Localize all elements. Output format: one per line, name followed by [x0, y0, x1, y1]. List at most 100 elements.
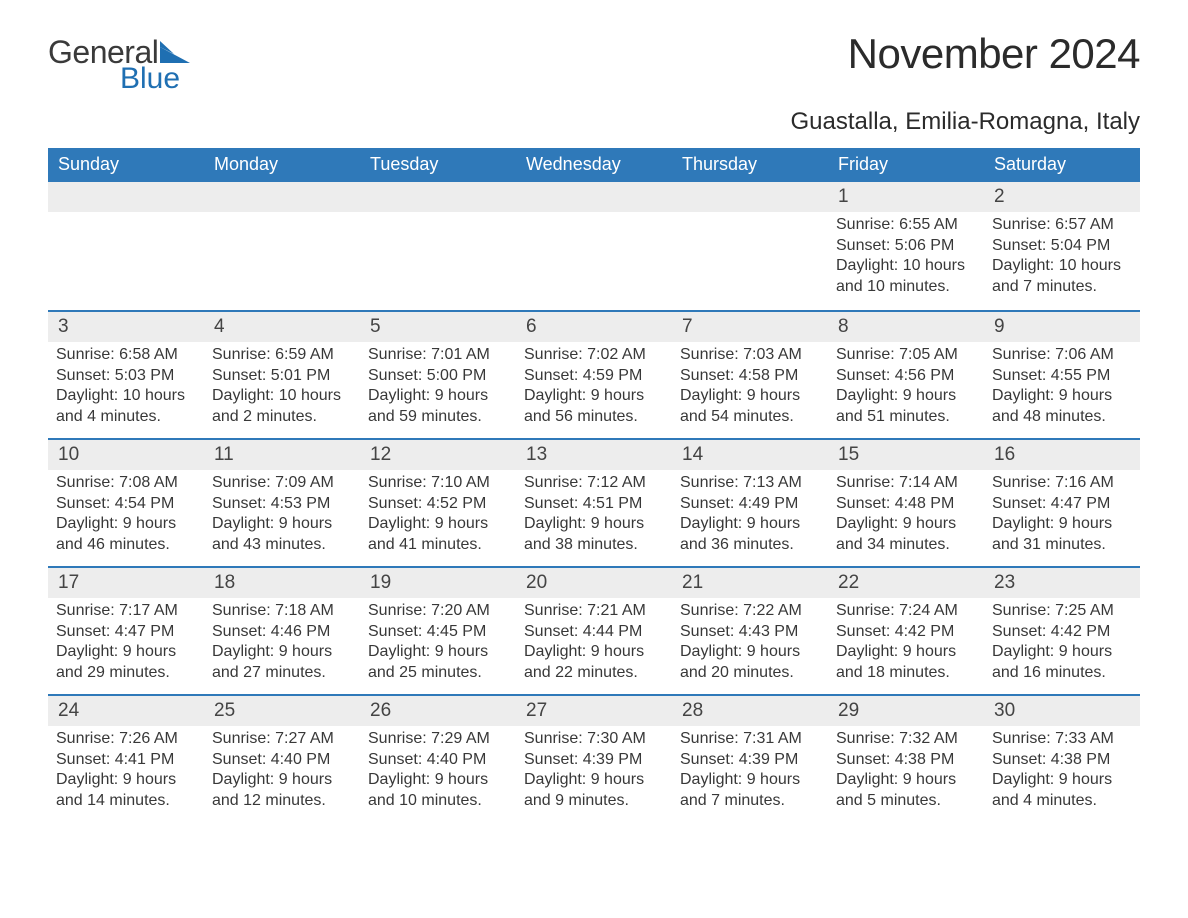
day-cell: 23Sunrise: 7:25 AMSunset: 4:42 PMDayligh…	[984, 568, 1140, 694]
day-cell: 17Sunrise: 7:17 AMSunset: 4:47 PMDayligh…	[48, 568, 204, 694]
day-daylight: Daylight: 9 hours and 18 minutes.	[836, 642, 976, 683]
day-daylight: Daylight: 10 hours and 4 minutes.	[56, 386, 196, 427]
day-cell: 10 Sunrise: 7:08 AMSunset: 4:54 PMDayligh…	[48, 440, 204, 566]
day-number: 5	[360, 312, 516, 342]
day-number: 20	[516, 568, 672, 598]
day-sunrise: Sunrise: 7:21 AM	[524, 601, 664, 621]
day-number	[672, 182, 828, 212]
day-daylight: Daylight: 9 hours and 10 minutes.	[368, 770, 508, 811]
day-number: 28	[672, 696, 828, 726]
day-sunset: Sunset: 4:45 PM	[368, 622, 508, 642]
day-cell	[48, 182, 204, 310]
day-sunrise: Sunrise: 6:58 AM	[56, 345, 196, 365]
brand-logo: General Blue	[48, 30, 190, 94]
day-cell: 12Sunrise: 7:10 AMSunset: 4:52 PMDayligh…	[360, 440, 516, 566]
day-daylight: Daylight: 9 hours and 56 minutes.	[524, 386, 664, 427]
day-sunrise: Sunrise: 7:02 AM	[524, 345, 664, 365]
day-daylight: Daylight: 9 hours and 46 minutes.	[56, 514, 196, 555]
day-number: 11	[204, 440, 360, 470]
day-sunset: Sunset: 4:38 PM	[992, 750, 1132, 770]
day-number: 24	[48, 696, 204, 726]
day-number: 1	[828, 182, 984, 212]
day-number: 4	[204, 312, 360, 342]
day-sunrise: Sunrise: 7:09 AM	[212, 473, 352, 493]
day-cell: 6Sunrise: 7:02 AMSunset: 4:59 PMDaylight…	[516, 312, 672, 438]
dow-saturday: Saturday	[984, 148, 1140, 182]
day-number: 26	[360, 696, 516, 726]
day-cell: 27Sunrise: 7:30 AMSunset: 4:39 PMDayligh…	[516, 696, 672, 822]
day-number: 14	[672, 440, 828, 470]
day-daylight: Daylight: 9 hours and 34 minutes.	[836, 514, 976, 555]
day-sunset: Sunset: 4:39 PM	[524, 750, 664, 770]
day-sunrise: Sunrise: 7:31 AM	[680, 729, 820, 749]
day-sunrise: Sunrise: 7:29 AM	[368, 729, 508, 749]
day-sunset: Sunset: 4:47 PM	[56, 622, 196, 642]
day-number: 16	[984, 440, 1140, 470]
day-sunset: Sunset: 4:43 PM	[680, 622, 820, 642]
day-number: 10	[48, 440, 204, 470]
day-cell: 5Sunrise: 7:01 AMSunset: 5:00 PMDaylight…	[360, 312, 516, 438]
day-sunrise: Sunrise: 7:26 AM	[56, 729, 196, 749]
day-number: 3	[48, 312, 204, 342]
day-sunrise: Sunrise: 6:59 AM	[212, 345, 352, 365]
day-sunset: Sunset: 4:52 PM	[368, 494, 508, 514]
day-number	[204, 182, 360, 212]
day-sunset: Sunset: 4:51 PM	[524, 494, 664, 514]
day-sunrise: Sunrise: 7:16 AM	[992, 473, 1132, 493]
day-number	[516, 182, 672, 212]
day-sunset: Sunset: 4:44 PM	[524, 622, 664, 642]
day-cell: 30Sunrise: 7:33 AMSunset: 4:38 PMDayligh…	[984, 696, 1140, 822]
day-sunset: Sunset: 5:06 PM	[836, 236, 976, 256]
day-sunset: Sunset: 4:40 PM	[212, 750, 352, 770]
dow-sunday: Sunday	[48, 148, 204, 182]
day-sunset: Sunset: 4:56 PM	[836, 366, 976, 386]
day-number: 19	[360, 568, 516, 598]
day-cell: 13Sunrise: 7:12 AMSunset: 4:51 PMDayligh…	[516, 440, 672, 566]
day-cell: 18Sunrise: 7:18 AMSunset: 4:46 PMDayligh…	[204, 568, 360, 694]
day-number: 23	[984, 568, 1140, 598]
day-sunrise: Sunrise: 7:03 AM	[680, 345, 820, 365]
day-cell: 22Sunrise: 7:24 AMSunset: 4:42 PMDayligh…	[828, 568, 984, 694]
dow-friday: Friday	[828, 148, 984, 182]
day-number: 7	[672, 312, 828, 342]
day-daylight: Daylight: 9 hours and 38 minutes.	[524, 514, 664, 555]
day-cell: 19Sunrise: 7:20 AMSunset: 4:45 PMDayligh…	[360, 568, 516, 694]
day-daylight: Daylight: 9 hours and 5 minutes.	[836, 770, 976, 811]
day-cell: 8Sunrise: 7:05 AMSunset: 4:56 PMDaylight…	[828, 312, 984, 438]
day-daylight: Daylight: 9 hours and 22 minutes.	[524, 642, 664, 683]
day-sunrise: Sunrise: 7:25 AM	[992, 601, 1132, 621]
day-sunset: Sunset: 4:42 PM	[836, 622, 976, 642]
day-cell	[672, 182, 828, 310]
day-daylight: Daylight: 9 hours and 12 minutes.	[212, 770, 352, 811]
day-sunrise: Sunrise: 7:10 AM	[368, 473, 508, 493]
day-sunset: Sunset: 5:00 PM	[368, 366, 508, 386]
calendar-week: 24Sunrise: 7:26 AMSunset: 4:41 PMDayligh…	[48, 694, 1140, 822]
day-sunrise: Sunrise: 7:17 AM	[56, 601, 196, 621]
day-sunrise: Sunrise: 7:14 AM	[836, 473, 976, 493]
day-number: 8	[828, 312, 984, 342]
day-sunset: Sunset: 4:58 PM	[680, 366, 820, 386]
day-number	[360, 182, 516, 212]
day-daylight: Daylight: 10 hours and 2 minutes.	[212, 386, 352, 427]
day-sunset: Sunset: 4:39 PM	[680, 750, 820, 770]
day-sunrise: Sunrise: 7:18 AM	[212, 601, 352, 621]
day-sunset: Sunset: 4:46 PM	[212, 622, 352, 642]
day-of-week-header: Sunday Monday Tuesday Wednesday Thursday…	[48, 148, 1140, 182]
day-cell: 2Sunrise: 6:57 AMSunset: 5:04 PMDaylight…	[984, 182, 1140, 310]
day-sunrise: Sunrise: 7:05 AM	[836, 345, 976, 365]
dow-thursday: Thursday	[672, 148, 828, 182]
day-cell: 24Sunrise: 7:26 AMSunset: 4:41 PMDayligh…	[48, 696, 204, 822]
day-cell: 11Sunrise: 7:09 AMSunset: 4:53 PMDayligh…	[204, 440, 360, 566]
day-sunrise: Sunrise: 7:08 AM	[56, 473, 196, 493]
day-daylight: Daylight: 9 hours and 43 minutes.	[212, 514, 352, 555]
day-daylight: Daylight: 9 hours and 27 minutes.	[212, 642, 352, 683]
day-daylight: Daylight: 9 hours and 4 minutes.	[992, 770, 1132, 811]
day-sunset: Sunset: 5:01 PM	[212, 366, 352, 386]
day-cell	[516, 182, 672, 310]
day-daylight: Daylight: 9 hours and 14 minutes.	[56, 770, 196, 811]
day-daylight: Daylight: 9 hours and 7 minutes.	[680, 770, 820, 811]
day-number: 15	[828, 440, 984, 470]
day-sunset: Sunset: 4:54 PM	[56, 494, 196, 514]
day-sunrise: Sunrise: 7:06 AM	[992, 345, 1132, 365]
day-sunrise: Sunrise: 7:33 AM	[992, 729, 1132, 749]
